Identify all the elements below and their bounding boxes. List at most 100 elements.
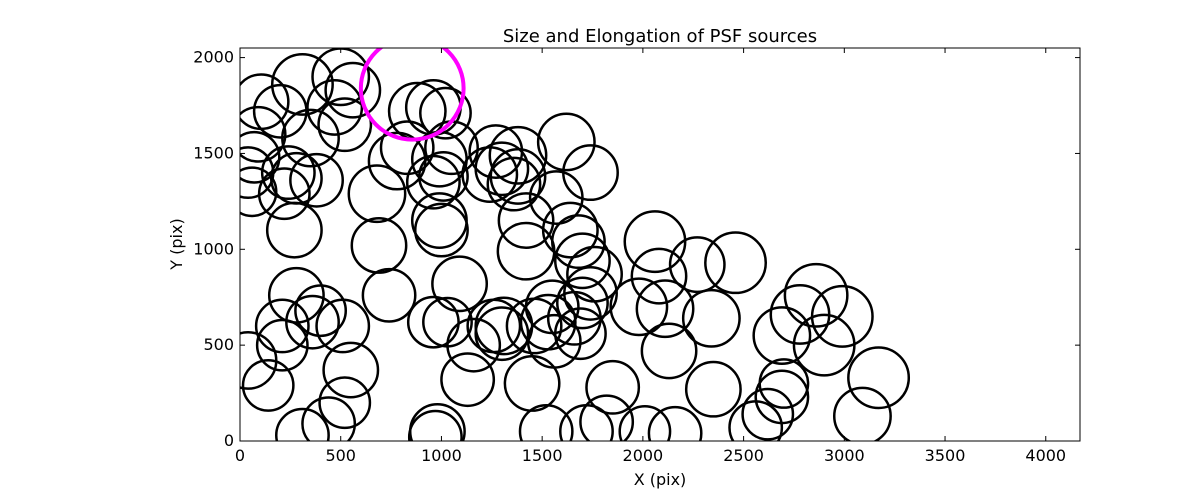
psf-source-marker <box>317 97 373 153</box>
data-layer <box>240 48 911 441</box>
psf-source-marker <box>466 298 522 354</box>
psf-source-marker <box>306 78 364 136</box>
x-tick-label: 2500 <box>723 446 764 465</box>
psf-source-marker <box>240 73 290 131</box>
psf-source-marker <box>754 369 810 425</box>
psf-source-marker <box>257 167 311 221</box>
psf-source-marker <box>519 293 577 351</box>
psf-source-marker <box>254 298 310 354</box>
psf-source-marker <box>488 125 548 185</box>
psf-source-marker <box>301 396 357 441</box>
psf-source-marker <box>792 313 856 377</box>
x-tick-label: 1500 <box>522 446 563 465</box>
psf-source-marker <box>783 262 849 328</box>
psf-source-marker <box>347 164 407 224</box>
y-tick-label: 500 <box>203 335 234 354</box>
psf-source-marker <box>315 298 371 354</box>
psf-source-marker <box>618 404 672 441</box>
y-tick-label: 2000 <box>193 48 234 67</box>
psf-source-marker <box>833 386 892 441</box>
psf-source-marker <box>407 409 463 441</box>
x-tick-label: 500 <box>325 446 356 465</box>
psf-source-marker <box>324 61 382 119</box>
y-tick-label: 0 <box>224 431 234 450</box>
psf-source-marker <box>741 387 795 441</box>
x-tick-label: 0 <box>235 446 245 465</box>
psf-source-marker <box>405 154 461 210</box>
psf-source-marker <box>847 346 911 410</box>
psf-source-marker <box>240 105 287 163</box>
psf-source-marker <box>406 295 460 349</box>
x-tick-label: 3500 <box>925 446 966 465</box>
psf-source-marker <box>350 217 408 274</box>
highlighted-source-marker <box>358 48 466 142</box>
psf-source-marker <box>518 403 574 441</box>
psf-source-marker <box>556 276 609 330</box>
x-tick-label: 2000 <box>623 446 664 465</box>
psf-source-marker <box>623 210 687 274</box>
psf-source-marker <box>503 355 561 412</box>
chart-title: Size and Elongation of PSF sources <box>503 26 817 47</box>
psf-source-marker <box>285 294 340 350</box>
psf-source-marker <box>640 322 698 380</box>
psf-source-marker <box>281 108 340 168</box>
x-axis-label: X (pix) <box>634 470 687 489</box>
x-tick-label: 1000 <box>421 446 462 465</box>
x-tick-label: 4000 <box>1025 446 1066 465</box>
psf-source-marker <box>497 192 555 249</box>
psf-source-marker <box>609 277 669 337</box>
psf-source-marker <box>668 236 726 294</box>
psf-source-marker <box>419 86 472 140</box>
psf-source-marker <box>414 202 469 258</box>
psf-source-marker <box>294 284 348 338</box>
psf-source-marker <box>361 267 417 323</box>
psf-source-marker <box>241 358 295 412</box>
psf-source-marker <box>630 247 688 305</box>
psf-source-marker <box>550 214 606 270</box>
psf-source-marker <box>562 144 619 202</box>
psf-source-marker <box>647 405 703 441</box>
psf-source-marker <box>446 317 502 373</box>
psf-source-marker <box>474 141 530 197</box>
x-tick-label: 3000 <box>824 446 865 465</box>
psf-source-marker <box>267 266 325 324</box>
psf-source-marker <box>704 231 768 295</box>
psf-source-marker <box>265 201 323 259</box>
y-tick-label: 1000 <box>193 239 234 258</box>
psf-source-marker <box>635 279 695 339</box>
y-axis-label: Y (pix) <box>167 218 186 270</box>
psf-source-marker <box>758 358 810 409</box>
psf-source-marker <box>526 313 582 369</box>
psf-source-marker <box>496 221 556 281</box>
psf-source-marker <box>318 376 372 430</box>
psf-source-marker <box>486 156 542 212</box>
psf-source-marker <box>322 341 380 399</box>
psf-source-marker <box>579 394 635 441</box>
psf-source-marker <box>440 352 496 408</box>
psf-source-marker <box>554 307 607 361</box>
psf-source-marker <box>489 147 547 205</box>
psf-source-marker <box>752 306 812 366</box>
psf-source-marker <box>585 359 641 415</box>
y-tick-label: 1500 <box>193 143 234 162</box>
psf-source-marker <box>289 152 344 208</box>
psf-source-marker <box>474 296 534 356</box>
psf-source-marker <box>541 201 599 259</box>
psf-source-marker <box>260 145 316 201</box>
psf-source-marker <box>431 255 489 313</box>
psf-source-marker <box>554 232 611 290</box>
psf-source-marker <box>379 120 435 176</box>
psf-source-marker <box>536 112 596 172</box>
plot-frame <box>239 47 1081 442</box>
psf-source-marker <box>681 288 741 348</box>
psf-source-marker <box>528 170 584 225</box>
tick-layer: 0 500 1000 1500 2000 2500 3000 3500 4000 0 500 1000… <box>193 48 1080 465</box>
psf-source-marker <box>240 130 281 184</box>
psf-source-marker <box>418 151 469 202</box>
psf-source-marker <box>810 284 874 348</box>
psf-source-marker <box>275 407 330 441</box>
psf-source-marker <box>270 52 334 116</box>
psf-source-marker <box>684 360 742 418</box>
psf-source-marker <box>559 403 614 441</box>
